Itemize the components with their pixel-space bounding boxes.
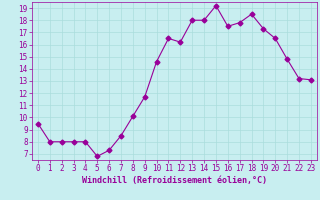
X-axis label: Windchill (Refroidissement éolien,°C): Windchill (Refroidissement éolien,°C): [82, 176, 267, 185]
